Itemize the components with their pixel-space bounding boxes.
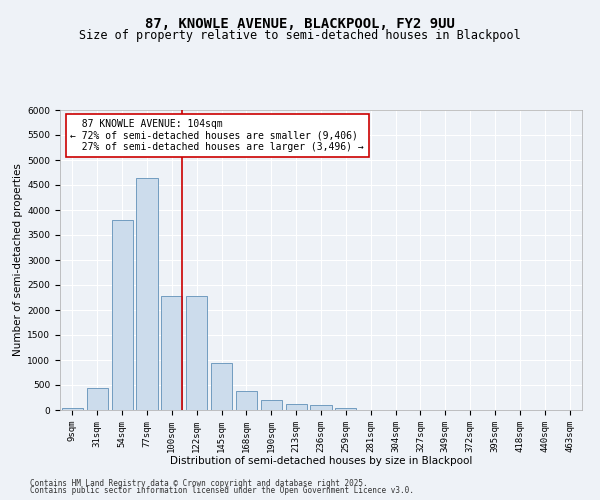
Bar: [286, 404, 307, 410]
Bar: [186, 296, 207, 410]
Text: Contains HM Land Registry data © Crown copyright and database right 2025.: Contains HM Land Registry data © Crown c…: [30, 478, 368, 488]
Bar: [136, 178, 158, 410]
Bar: [62, 408, 83, 410]
Bar: [261, 400, 282, 410]
Y-axis label: Number of semi-detached properties: Number of semi-detached properties: [13, 164, 23, 356]
Bar: [335, 408, 356, 410]
Text: Contains public sector information licensed under the Open Government Licence v3: Contains public sector information licen…: [30, 486, 414, 495]
Bar: [211, 362, 232, 410]
Bar: [310, 404, 332, 410]
Bar: [87, 388, 108, 410]
Text: 87 KNOWLE AVENUE: 104sqm
← 72% of semi-detached houses are smaller (9,406)
  27%: 87 KNOWLE AVENUE: 104sqm ← 72% of semi-d…: [70, 119, 364, 152]
Bar: [161, 296, 182, 410]
Bar: [112, 220, 133, 410]
Text: 87, KNOWLE AVENUE, BLACKPOOL, FY2 9UU: 87, KNOWLE AVENUE, BLACKPOOL, FY2 9UU: [145, 18, 455, 32]
Bar: [236, 391, 257, 410]
X-axis label: Distribution of semi-detached houses by size in Blackpool: Distribution of semi-detached houses by …: [170, 456, 472, 466]
Text: Size of property relative to semi-detached houses in Blackpool: Size of property relative to semi-detach…: [79, 29, 521, 42]
